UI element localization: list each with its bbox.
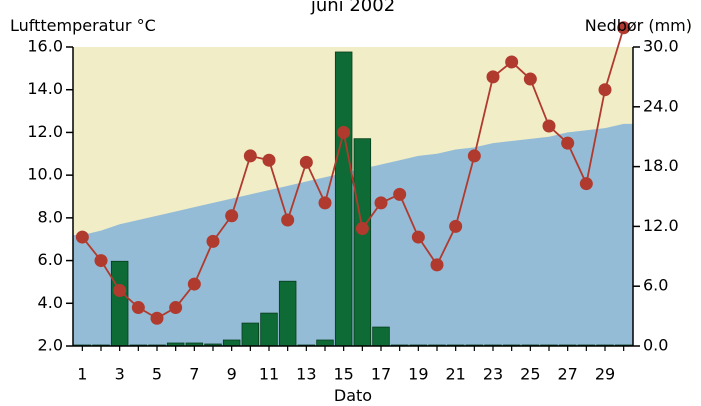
temperature-point-26 [542, 119, 556, 133]
x-tick-label: 23 [483, 365, 503, 384]
y-right-tick-label: 12.0 [643, 216, 679, 235]
temperature-point-1 [75, 230, 89, 244]
y-left-tick-label: 4.0 [38, 293, 63, 312]
y-right-tick-label: 18.0 [643, 156, 679, 175]
x-tick-label: 17 [371, 365, 391, 384]
temperature-point-3 [113, 283, 127, 297]
temperature-point-16 [355, 222, 369, 236]
precip-bar-17 [372, 326, 390, 347]
precip-bar-12 [278, 280, 297, 347]
y-left-tick-label: 10.0 [27, 165, 63, 184]
x-tick-label: 25 [520, 365, 540, 384]
precip-bar-3 [110, 260, 129, 347]
temperature-point-30 [617, 21, 631, 35]
x-tick-label: 21 [445, 365, 465, 384]
temperature-point-12 [281, 213, 295, 227]
temperature-point-7 [187, 277, 201, 291]
temperature-point-21 [449, 219, 463, 233]
temperature-point-28 [579, 177, 593, 191]
temperature-point-6 [169, 301, 183, 315]
y-right-tick-label: 24.0 [643, 96, 679, 115]
y-left-tick-label: 2.0 [38, 336, 63, 355]
precip-bar-14 [316, 339, 334, 347]
temperature-point-13 [299, 155, 313, 169]
precip-bar-15 [334, 51, 353, 347]
x-tick-label: 19 [408, 365, 428, 384]
y-left-tick-label: 12.0 [27, 122, 63, 141]
y-right-tick-label: 0.0 [643, 336, 668, 355]
temperature-point-22 [467, 149, 481, 163]
precip-bar-9 [222, 339, 241, 347]
normal-area-shape [73, 123, 633, 346]
precip-bar-16 [353, 138, 372, 347]
temperature-point-15 [337, 125, 351, 139]
x-tick-label: 7 [189, 365, 199, 384]
chart-title: juni 2002 [310, 0, 395, 16]
temperature-point-14 [318, 196, 332, 210]
x-tick-label: 9 [227, 365, 237, 384]
x-tick-label: 13 [296, 365, 316, 384]
temperature-point-17 [374, 196, 388, 210]
temperature-point-20 [430, 258, 444, 272]
x-tick-label: 15 [333, 365, 353, 384]
temperature-point-19 [411, 230, 425, 244]
y-right-tick-label: 6.0 [643, 276, 668, 295]
x-tick-label: 27 [557, 365, 577, 384]
x-tick-label: 11 [259, 365, 279, 384]
temperature-point-27 [561, 136, 575, 150]
precip-bar-10 [241, 322, 260, 347]
y-axis-right-label: Nedbør (mm) [585, 16, 692, 35]
y-left-tick-label: 14.0 [27, 79, 63, 98]
temperature-line [75, 21, 631, 325]
temperature-point-10 [243, 149, 257, 163]
precip-bar-11 [260, 312, 278, 347]
y-left-tick-label: 8.0 [38, 207, 63, 226]
temperature-point-25 [523, 72, 537, 86]
axes: 2.0 4.0 6.0 8.0 10.0 12.0 14.0 16.0 0.0 6.0 12.0 18… [27, 37, 678, 384]
temperature-point-9 [225, 209, 239, 223]
temperature-point-4 [131, 301, 145, 315]
y-axis-left-label: Lufttemperatur °C [10, 16, 156, 35]
x-tick-label: 29 [595, 365, 615, 384]
temperature-point-24 [505, 55, 519, 69]
y-left-tick-label: 16.0 [27, 37, 63, 56]
temperature-point-18 [393, 187, 407, 201]
temperature-point-8 [206, 234, 220, 248]
x-tick-label: 1 [77, 365, 87, 384]
temperature-point-2 [94, 254, 108, 268]
y-left-tick-label: 6.0 [38, 250, 63, 269]
x-axis-label: Dato [334, 386, 372, 405]
temperature-point-5 [150, 311, 164, 325]
x-tick-label: 3 [115, 365, 125, 384]
x-tick-label: 5 [152, 365, 162, 384]
temperature-point-29 [598, 83, 612, 97]
normal-temperature-area [73, 123, 633, 346]
y-right-tick-label: 30.0 [643, 37, 679, 56]
temperature-point-23 [486, 70, 500, 84]
temperature-point-11 [262, 153, 276, 167]
